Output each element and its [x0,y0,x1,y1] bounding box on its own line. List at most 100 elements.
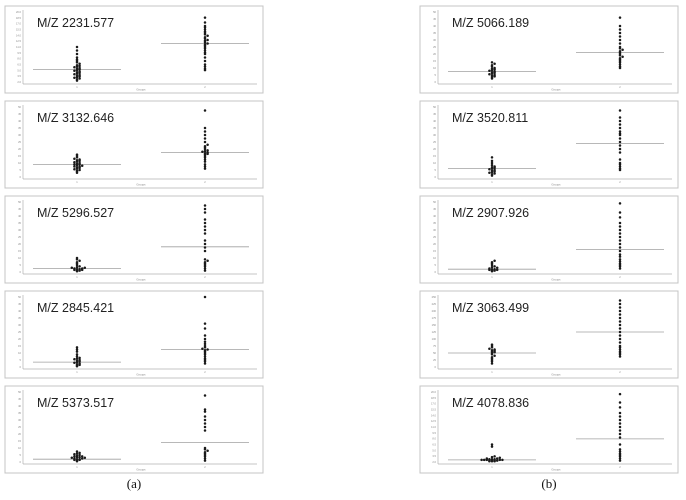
data-point [618,228,622,232]
y-tick-label: 11.0 [431,425,436,429]
data-point [206,149,209,152]
data-point [618,348,622,351]
y-tick-label: 18.5 [16,16,22,20]
data-point [618,422,622,425]
data-point [203,149,207,153]
chart-title: M/Z 3520.811 [452,111,528,125]
x-tick-label-group-2: 2 [204,370,206,374]
data-point [618,406,622,409]
y-tick-label: 20 [18,242,21,246]
data-point [203,260,207,264]
data-point [203,130,207,133]
data-point [75,45,79,49]
data-point [490,74,494,77]
data-point [618,313,622,316]
data-point [80,457,84,460]
data-point [490,445,494,448]
data-point [493,172,496,175]
data-point [618,158,622,161]
data-point [203,334,207,337]
y-tick-label: 5.0 [17,68,21,72]
y-tick-label: 10 [18,446,21,450]
y-tick-label: 10 [18,256,21,260]
data-point [203,450,207,454]
y-tick-label: 5 [20,453,22,457]
y-tick-label: 14.0 [16,33,22,37]
data-point [618,299,622,302]
data-point [203,340,207,344]
data-point [203,35,207,39]
data-point [206,259,209,263]
data-point [80,455,84,458]
data-point [618,302,622,306]
data-point [75,348,79,351]
data-point [618,65,622,68]
data-point [203,163,207,166]
data-point [203,51,207,54]
data-point [493,265,496,268]
data-point [203,249,207,253]
y-tick-label: 15.5 [431,408,437,412]
x-tick-label-group-1: 1 [76,370,78,374]
chart-title: M/Z 5373.517 [37,396,114,410]
data-point [618,38,622,42]
data-point [203,337,207,341]
chart-title: M/Z 2231.577 [37,16,114,30]
data-point [203,221,207,225]
y-tick-label: 40 [18,119,21,123]
x-axis-title: Groups [551,183,561,187]
data-point [498,456,502,460]
data-point [618,140,622,144]
data-point [618,31,622,35]
data-point [495,459,499,462]
y-tick-label: 150 [432,323,437,327]
y-tick-label: 25 [18,140,21,144]
y-tick-label: 10 [433,161,436,165]
data-point [203,225,207,228]
y-tick-label: 250 [432,295,437,299]
y-tick-label: 30 [18,418,21,422]
data-point [490,156,494,159]
data-point [618,49,622,53]
y-tick-label: 45 [18,397,21,401]
y-tick-label: 35 [18,221,21,225]
x-tick-label-group-2: 2 [619,85,621,89]
data-point [203,21,207,24]
chart-panel-1: 20.0 18.5 17.0 15.514.0 12.5 11.0 9.5 8.0 6.55.0… [4,5,264,94]
data-point [78,64,81,68]
data-point [78,62,81,66]
data-point [490,362,494,365]
data-point [493,267,496,271]
y-tick-label: 18.5 [431,396,437,400]
data-point [75,52,79,56]
y-tick-label: 30 [433,133,436,137]
data-point [203,39,207,42]
data-point [493,259,496,263]
caption-a: (a) [127,476,141,491]
data-point [618,432,622,436]
x-tick-label-group-1: 1 [491,275,493,279]
x-axis-title: Groups [551,278,561,282]
y-tick-label: 8.0 [17,57,21,61]
y-tick-label: 35 [433,126,436,130]
data-point [78,158,81,161]
data-point [618,450,622,453]
data-point [78,77,81,80]
panel-frame [419,5,679,94]
data-point [488,73,491,76]
data-point [203,59,207,63]
data-point [480,458,483,462]
data-point [203,295,207,299]
y-tick-label: 25 [18,425,21,429]
data-point [203,228,207,232]
chart-title: M/Z 3063.499 [452,301,529,315]
data-point [618,341,622,344]
y-tick-label: 25 [433,45,436,49]
data-point [618,323,622,327]
y-tick-label: 50 [18,200,21,204]
y-tick-label: 20 [433,242,436,246]
data-point [203,459,207,462]
data-point [203,30,207,33]
data-point [203,109,207,112]
